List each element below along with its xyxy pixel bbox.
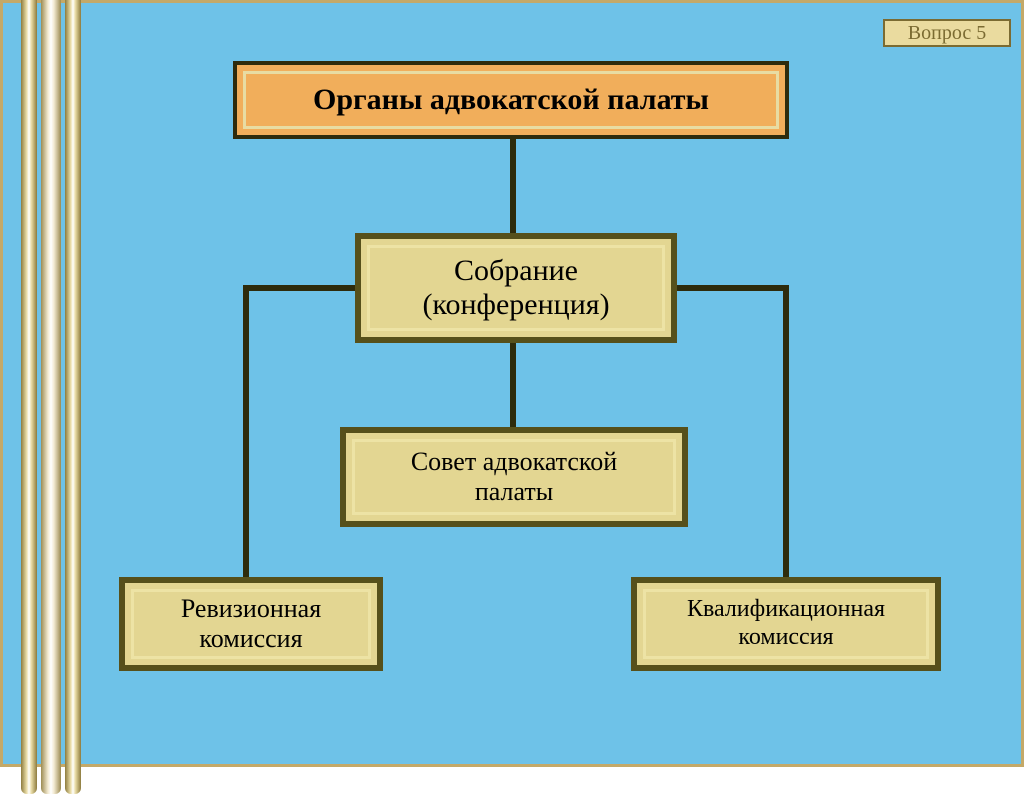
connector-line [677,285,789,291]
node-revision-label-2: комиссия [199,624,302,654]
connector-line [783,285,789,577]
node-assembly-label-2: (конференция) [422,288,609,323]
node-assembly: Собрание(конференция) [355,233,677,343]
node-council: Совет адвокатскойпалаты [340,427,688,527]
node-revision-label-1: Ревизионная [181,594,321,624]
node-root-label: Органы адвокатской палаты [313,83,709,118]
node-qualification-label-2: комиссия [738,624,833,652]
node-qualification-label-1: Квалификационная [687,596,885,624]
connector-line [243,285,249,577]
diagram-canvas: Вопрос 5 Органы адвокатской палаты Собрани… [0,0,1024,767]
ornament-column [15,3,85,764]
node-root: Органы адвокатской палаты [233,61,789,139]
node-assembly-label-1: Собрание [454,254,578,289]
node-qualification: Квалификационнаякомиссия [631,577,941,671]
connector-line [510,343,516,427]
corner-label: Вопрос 5 [883,19,1011,47]
connector-line [510,139,516,233]
node-revision: Ревизионнаякомиссия [119,577,383,671]
node-council-label-2: палаты [475,477,553,507]
connector-line [243,285,355,291]
node-council-label-1: Совет адвокатской [411,447,617,477]
